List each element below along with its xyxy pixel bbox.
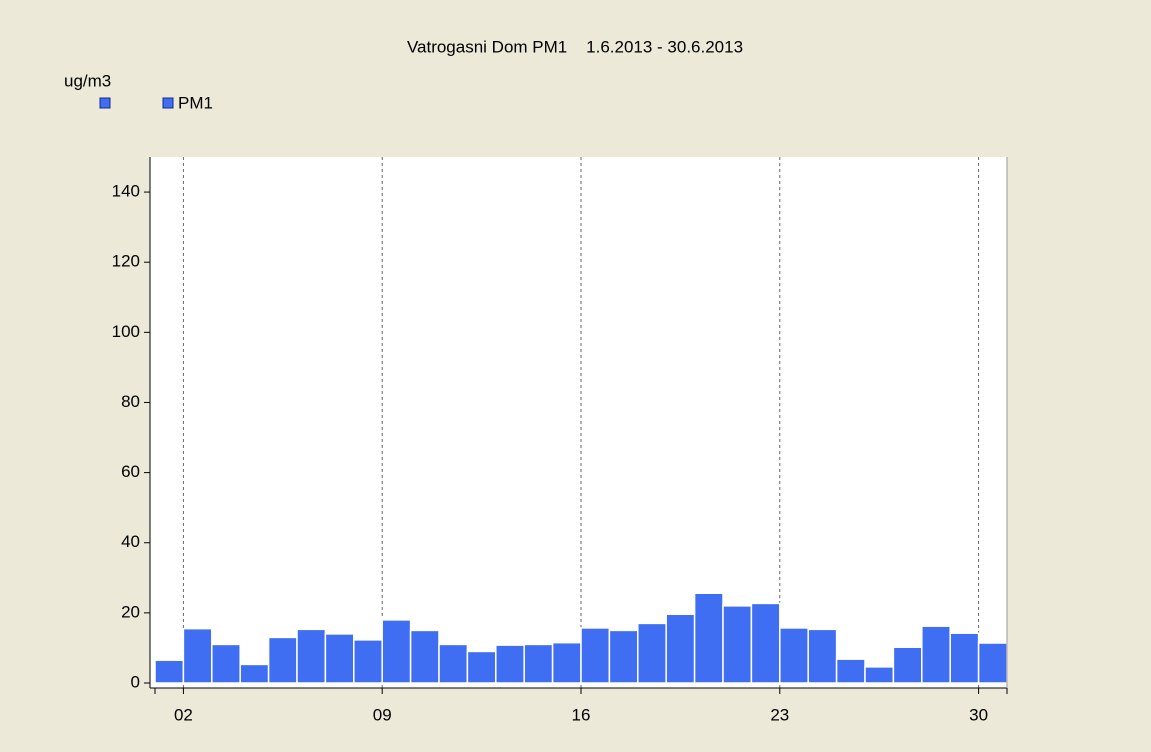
x-tick-label: 30 [969, 705, 988, 724]
y-tick-label: 100 [112, 322, 140, 341]
bar [750, 602, 781, 684]
bar [324, 633, 355, 684]
bar [892, 646, 923, 684]
bar [239, 663, 270, 684]
bar [211, 643, 241, 684]
x-tick-label: 16 [572, 705, 591, 724]
bar [267, 636, 298, 684]
bar [438, 643, 469, 684]
bar [523, 643, 554, 684]
y-tick-label: 40 [121, 532, 140, 551]
bar [637, 622, 667, 684]
bar [154, 659, 185, 684]
bar [722, 605, 753, 684]
bar [977, 642, 1008, 684]
y-tick-label: 120 [112, 252, 140, 271]
x-tick-label: 02 [174, 705, 193, 724]
y-axis-label: ug/m3 [64, 71, 111, 90]
x-tick-label: 09 [373, 705, 392, 724]
bar [296, 628, 327, 684]
bar [381, 619, 412, 684]
y-tick-label: 60 [121, 462, 140, 481]
bar [466, 650, 497, 684]
bar [551, 641, 582, 684]
legend-marker [162, 97, 174, 109]
bar [580, 627, 611, 684]
y-tick-label: 20 [121, 602, 140, 621]
bar [665, 613, 696, 684]
plot-area [150, 157, 1007, 688]
chart-title: Vatrogasni Dom PM1 1.6.2013 - 30.6.2013 [407, 37, 743, 56]
bar [835, 658, 866, 684]
bar [353, 639, 383, 684]
bar [779, 627, 809, 684]
bar [949, 632, 980, 684]
y-tick-label: 80 [121, 392, 140, 411]
bar [864, 666, 895, 684]
x-tick-label: 23 [770, 705, 789, 724]
bar [921, 625, 951, 684]
bar [182, 627, 213, 684]
bar [693, 592, 724, 684]
y-tick-label: 0 [131, 672, 140, 691]
y-tick-label: 140 [112, 182, 140, 201]
bar [608, 629, 639, 684]
bar [807, 628, 838, 684]
legend-label: PM1 [178, 93, 213, 112]
bar [495, 644, 525, 684]
legend-marker [99, 97, 111, 109]
bar [409, 629, 440, 684]
